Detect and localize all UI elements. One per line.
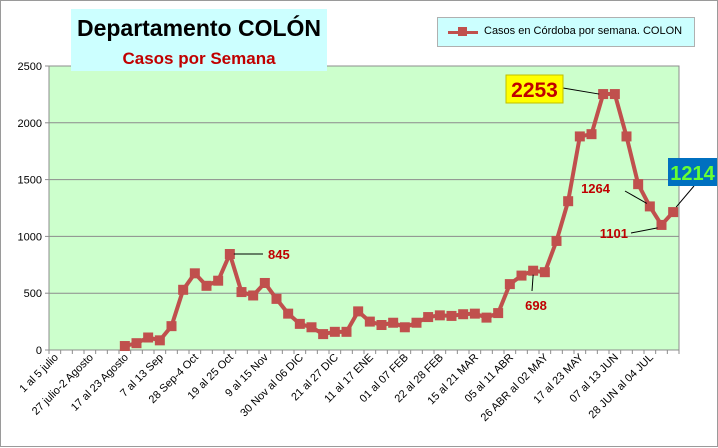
data-point [609,89,620,100]
legend-square-marker-icon [458,27,467,36]
data-point [574,131,585,142]
y-tick-label: 0 [36,345,42,357]
data-point [306,322,317,333]
data-point [259,277,270,288]
title-box: Departamento COLÓN Casos por Semana [71,9,327,71]
annotation-highlight-box [505,74,564,104]
data-point [294,318,305,329]
x-tick-label: 30 Nov al 06 DIC [238,352,306,420]
data-point [341,326,352,337]
data-point [528,265,539,276]
data-point [318,329,329,340]
data-point [248,290,259,301]
data-point [656,219,667,230]
annotation-label: 2253 [511,79,558,102]
data-point [668,207,679,218]
data-point [516,270,527,281]
data-point [154,335,165,346]
data-point [119,341,130,352]
data-point [376,320,387,331]
data-point [423,312,434,323]
data-point [201,280,212,291]
data-point [271,293,282,304]
data-point [539,267,550,278]
data-point [236,287,247,298]
annotation-leader [630,227,658,234]
data-point [469,308,480,319]
data-point [563,196,574,207]
data-point [388,317,399,328]
data-point [178,284,189,295]
data-point [143,332,154,343]
chart-subtitle: Casos por Semana [122,49,276,68]
data-point [481,312,492,323]
data-point [329,326,340,337]
chart-title: Departamento COLÓN [76,15,322,41]
data-point [189,268,200,279]
annotation-label: 1214 [670,163,715,185]
annotation-leader [675,185,695,208]
legend: Casos en Córdoba por semana. COLON [437,17,695,47]
y-tick-label: 1500 [18,175,42,187]
data-point [411,317,422,328]
data-point [283,308,294,319]
annotation-label: 698 [525,298,547,313]
y-tick-label: 2500 [18,61,42,73]
x-tick-label: 28 JUN al 04 JUL [587,352,656,421]
annotation-label: 1101 [600,226,628,241]
legend-entry: Casos en Córdoba por semana. COLON [484,25,683,37]
data-point [399,322,410,333]
data-point [644,201,655,212]
data-point [166,321,177,332]
data-point [364,316,375,327]
data-point [493,308,504,319]
annotation-leader [624,190,648,204]
data-point [458,309,469,320]
y-tick-label: 2000 [18,118,42,130]
annotation-highlight-box [668,158,717,186]
data-point [353,306,364,317]
data-point [633,179,644,190]
annotation-leader [562,87,600,95]
data-point [551,235,562,246]
data-point [434,310,445,321]
y-tick-label: 1000 [18,231,42,243]
data-point [586,129,597,140]
data-point [446,310,457,321]
annotation-label: 845 [268,247,290,262]
data-point [504,279,515,290]
annotation-label: 1264 [581,181,611,196]
data-point [131,338,142,349]
y-tick-label: 500 [24,288,42,300]
data-point [598,89,609,100]
annotation-leader [531,274,534,292]
data-point [213,275,224,286]
x-tick-label: 27 julio-2 Agosto [30,352,96,418]
data-point [224,249,235,260]
data-point [621,131,632,142]
plot-area [48,65,680,351]
